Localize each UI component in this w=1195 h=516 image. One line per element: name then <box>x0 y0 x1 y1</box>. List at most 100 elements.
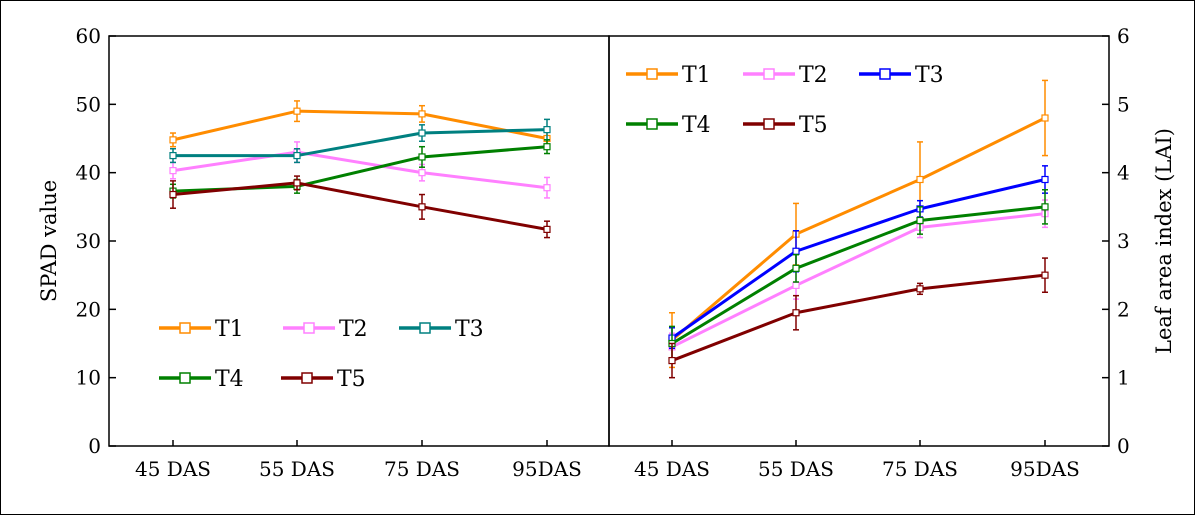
series-line <box>671 273 1046 362</box>
legend-label: T5 <box>799 113 828 138</box>
legend-item-t3 <box>859 68 911 80</box>
legend <box>626 68 911 130</box>
series-line <box>172 181 548 231</box>
legend-item-t5 <box>281 372 333 384</box>
data-point <box>1041 114 1049 122</box>
legend-label: T1 <box>682 63 711 88</box>
legend-label: T5 <box>337 367 366 392</box>
legend-item-t5 <box>743 118 795 130</box>
data-point <box>418 169 426 177</box>
series-line <box>172 150 548 190</box>
data-point <box>543 184 551 192</box>
data-point <box>543 126 551 134</box>
y-tick-label: 0 <box>88 434 101 458</box>
lai-panel <box>608 35 1110 447</box>
series-t1 <box>169 100 551 148</box>
legend-label: T2 <box>339 317 368 342</box>
data-point <box>916 175 924 184</box>
series-t1 <box>668 79 1049 369</box>
legend-marker <box>303 322 315 334</box>
x-tick-label: 75 DAS <box>882 457 958 481</box>
data-point <box>293 151 301 160</box>
legend-label: T4 <box>682 113 711 138</box>
y-tick-label: 50 <box>76 92 101 116</box>
y-axis-title: Leaf area index (LAI) <box>1152 128 1176 354</box>
y-tick-label: 20 <box>76 297 101 321</box>
legend-item-t2 <box>283 322 335 334</box>
legend-label: T3 <box>455 317 484 342</box>
legend <box>159 322 451 384</box>
data-point <box>418 153 426 161</box>
legend-marker <box>763 118 775 130</box>
legend-marker <box>179 322 191 334</box>
y-tick-label: 4 <box>1117 161 1130 185</box>
series-t5 <box>169 175 551 239</box>
data-point <box>792 247 800 255</box>
data-point <box>418 203 426 211</box>
data-point <box>1041 175 1049 184</box>
y-tick-label: 30 <box>76 229 101 253</box>
legend-label: T3 <box>915 63 944 88</box>
data-point <box>418 129 426 137</box>
legend-marker <box>879 68 891 80</box>
legend-item-t3 <box>399 322 451 334</box>
y-axis-title: SPAD value <box>37 180 61 302</box>
x-tick-label: 95DAS <box>1010 457 1080 481</box>
legend-label: T2 <box>799 63 828 88</box>
data-point <box>1041 271 1049 279</box>
data-point <box>169 167 177 175</box>
x-tick-label: 95DAS <box>512 457 582 481</box>
y-tick-label: 6 <box>1117 24 1130 48</box>
legend-marker <box>301 372 313 384</box>
data-point <box>169 136 177 144</box>
x-tick-label: 75 DAS <box>384 457 460 481</box>
legend-label: T1 <box>215 317 244 342</box>
y-tick-label: 3 <box>1117 229 1130 253</box>
legend-label: T4 <box>215 367 244 392</box>
y-tick-label: 5 <box>1117 92 1130 116</box>
legend-item-t4 <box>626 118 678 130</box>
series-line <box>173 128 548 158</box>
series-t5 <box>668 257 1049 379</box>
data-point <box>293 179 301 187</box>
x-tick-label: 55 DAS <box>758 457 834 481</box>
spad-panel <box>108 35 610 447</box>
series-line <box>671 212 1046 349</box>
y-tick-label: 2 <box>1117 297 1130 321</box>
y-tick-label: 1 <box>1117 366 1130 390</box>
y-tick-label: 60 <box>76 24 101 48</box>
data-point <box>792 309 800 317</box>
legend-marker <box>179 372 191 384</box>
legend-item-t1 <box>626 68 678 80</box>
data-point <box>169 190 177 199</box>
x-tick-label: 45 DAS <box>634 457 710 481</box>
x-tick-label: 45 DAS <box>135 457 211 481</box>
x-tick-label: 55 DAS <box>259 457 335 481</box>
legend-marker <box>419 322 431 334</box>
data-point <box>1041 203 1049 211</box>
series-line <box>172 145 548 193</box>
data-point <box>418 110 426 118</box>
legend-item-t4 <box>159 372 211 384</box>
legend-marker <box>646 118 658 130</box>
data-point <box>543 143 551 151</box>
series-t4 <box>668 189 1049 362</box>
data-point <box>916 216 924 225</box>
legend-marker <box>646 68 658 80</box>
y-tick-label: 10 <box>76 366 101 390</box>
legend-item-t1 <box>159 322 211 334</box>
legend-marker <box>763 68 775 80</box>
data-point <box>792 264 800 272</box>
y-tick-label: 40 <box>76 161 101 185</box>
data-point <box>169 151 177 160</box>
data-point <box>668 356 676 365</box>
legend-item-t2 <box>743 68 795 80</box>
data-point <box>293 107 301 115</box>
series-line <box>172 109 548 142</box>
data-point <box>916 285 924 293</box>
series-line <box>671 205 1046 345</box>
data-point <box>792 281 800 290</box>
data-point <box>543 225 551 233</box>
